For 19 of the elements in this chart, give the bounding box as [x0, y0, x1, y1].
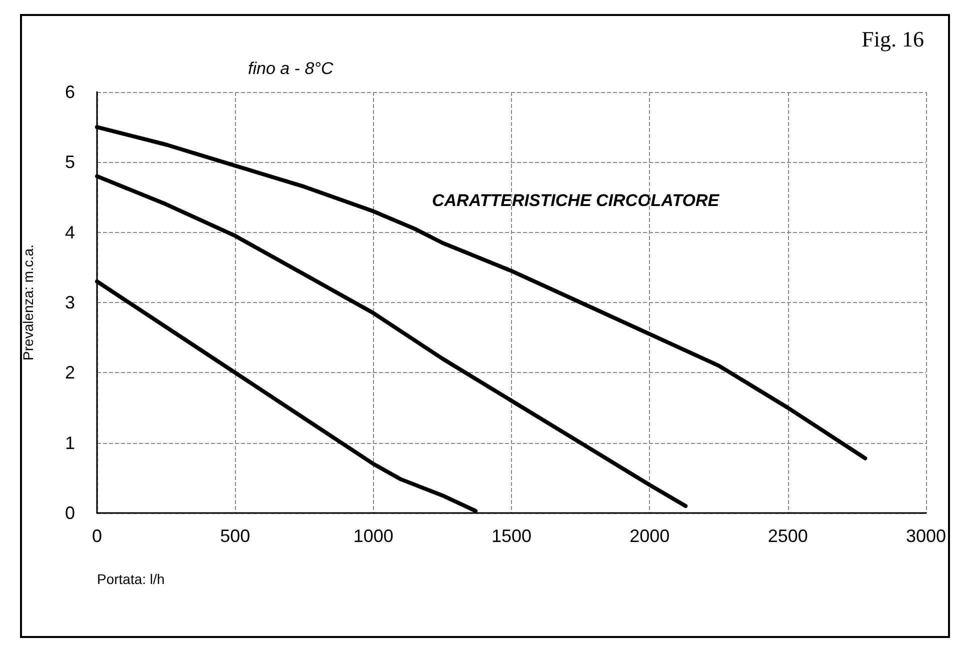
x-tick-label: 3000: [906, 526, 946, 546]
x-tick-label: 500: [220, 526, 250, 546]
x-tick-label: 2500: [768, 526, 808, 546]
y-tick-label: 3: [64, 292, 75, 312]
y-tick-label: 1: [64, 432, 75, 453]
x-axis-title: Portata: l/h: [97, 571, 165, 587]
x-tick-label: 2000: [630, 526, 670, 546]
y-tick-label: 0: [64, 503, 75, 523]
annotation: CARATTERISTICHE CIRCOLATORE: [432, 191, 720, 210]
x-tick-label: 1500: [491, 526, 532, 546]
x-tick-label: 1000: [353, 526, 394, 546]
x-tick-label: 0: [92, 526, 102, 546]
y-tick-label: 4: [64, 222, 75, 242]
caption: Fig. 16: [862, 26, 924, 52]
y-tick-label: 2: [64, 362, 75, 383]
y-axis-title: Prevalenza: m.c.a.: [20, 244, 36, 360]
y-tick-label: 6: [64, 82, 75, 102]
y-tick-label: 5: [64, 152, 75, 172]
chart-title: fino a - 8°C: [248, 59, 334, 78]
